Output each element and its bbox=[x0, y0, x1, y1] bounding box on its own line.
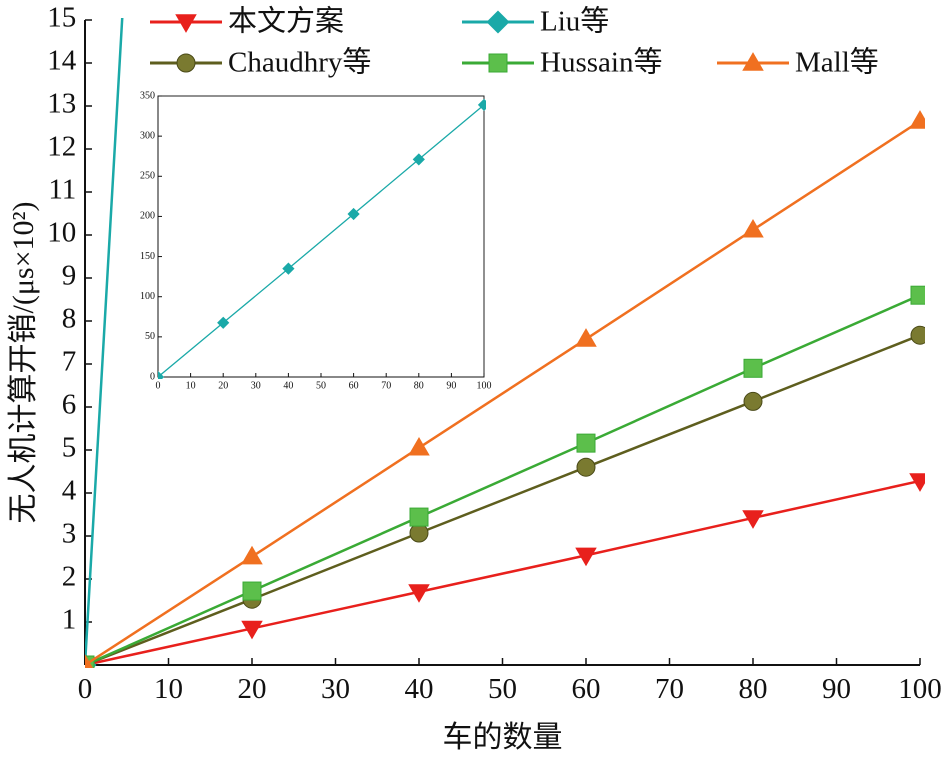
y-tick-label: 300 bbox=[140, 130, 155, 141]
x-tick-label: 80 bbox=[414, 380, 424, 391]
y-tick-label: 5 bbox=[62, 432, 77, 464]
x-tick-label: 10 bbox=[154, 673, 183, 705]
marker bbox=[408, 584, 430, 603]
y-axis-label: 无人机计算开销/(μs×10²) bbox=[7, 202, 40, 524]
y-tick-label: 2 bbox=[62, 561, 77, 593]
marker bbox=[743, 391, 763, 411]
y-tick-label: 250 bbox=[140, 171, 155, 182]
y-tick-label: 0 bbox=[150, 371, 155, 382]
x-tick-label: 90 bbox=[446, 380, 456, 391]
y-tick-label: 11 bbox=[48, 174, 76, 206]
series-line bbox=[85, 334, 921, 667]
marker bbox=[241, 545, 263, 565]
y-tick-label: 50 bbox=[145, 331, 155, 342]
marker bbox=[85, 654, 94, 668]
x-tick-label: 100 bbox=[477, 380, 492, 391]
series-line bbox=[85, 120, 921, 667]
y-tick-label: 15 bbox=[47, 2, 76, 34]
y-tick-label: 6 bbox=[62, 389, 77, 421]
y-tick-label: 10 bbox=[47, 217, 76, 249]
legend-marker bbox=[176, 53, 196, 73]
x-tick-label: 50 bbox=[488, 673, 517, 705]
marker bbox=[743, 358, 763, 378]
legend-marker bbox=[175, 14, 197, 33]
marker bbox=[910, 285, 925, 305]
y-tick-label: 150 bbox=[140, 251, 155, 262]
marker bbox=[282, 262, 295, 275]
x-tick-label: 50 bbox=[316, 380, 326, 391]
legend-marker bbox=[488, 53, 508, 73]
legend-marker bbox=[486, 10, 510, 34]
legend-label: Chaudhry等 bbox=[228, 46, 371, 79]
x-axis-label: 车的数量 bbox=[443, 721, 563, 754]
x-tick-label: 0 bbox=[78, 673, 93, 705]
y-tick-label: 200 bbox=[140, 211, 155, 222]
x-tick-label: 20 bbox=[238, 673, 267, 705]
x-tick-label: 60 bbox=[572, 673, 601, 705]
series-line bbox=[158, 104, 485, 378]
plot-area bbox=[85, 18, 925, 668]
x-tick-label: 30 bbox=[251, 380, 261, 391]
marker bbox=[477, 98, 486, 111]
x-tick-label: 60 bbox=[349, 380, 359, 391]
x-tick-label: 70 bbox=[381, 380, 391, 391]
marker bbox=[742, 510, 764, 529]
x-tick-label: 20 bbox=[218, 380, 228, 391]
y-tick-label: 9 bbox=[62, 260, 77, 292]
series-line bbox=[85, 479, 921, 667]
marker bbox=[409, 523, 429, 543]
y-tick-label: 350 bbox=[140, 90, 155, 101]
marker bbox=[576, 457, 596, 477]
plot-frame bbox=[157, 95, 485, 378]
marker bbox=[575, 547, 597, 567]
series-line bbox=[85, 294, 921, 667]
y-tick-label: 13 bbox=[47, 88, 76, 120]
legend-label: 本文方案 bbox=[228, 5, 344, 38]
marker bbox=[909, 473, 925, 492]
marker bbox=[217, 316, 230, 329]
y-tick-label: 12 bbox=[47, 131, 76, 163]
legend-marker bbox=[742, 52, 764, 71]
marker bbox=[909, 110, 925, 129]
marker bbox=[242, 581, 262, 601]
y-tick-label: 14 bbox=[47, 45, 77, 77]
marker bbox=[412, 153, 425, 166]
marker bbox=[241, 620, 263, 640]
x-tick-label: 70 bbox=[655, 673, 684, 705]
legend-label: Mall等 bbox=[795, 46, 879, 79]
marker bbox=[575, 328, 597, 347]
y-tick-label: 100 bbox=[140, 291, 155, 302]
marker bbox=[409, 507, 429, 527]
y-tick-label: 7 bbox=[62, 346, 77, 378]
y-tick-label: 4 bbox=[62, 475, 77, 507]
y-tick-label: 3 bbox=[62, 518, 77, 550]
marker bbox=[347, 207, 360, 221]
plot-area bbox=[158, 98, 486, 379]
marker bbox=[408, 436, 430, 456]
x-tick-label: 80 bbox=[739, 673, 768, 705]
x-tick-label: 100 bbox=[898, 673, 942, 705]
x-tick-label: 40 bbox=[283, 380, 293, 391]
x-tick-label: 0 bbox=[156, 380, 161, 391]
x-tick-label: 40 bbox=[405, 673, 434, 705]
x-tick-label: 10 bbox=[186, 380, 196, 391]
marker bbox=[158, 370, 165, 379]
marker bbox=[910, 325, 925, 345]
x-tick-label: 90 bbox=[822, 673, 851, 705]
marker bbox=[742, 218, 764, 238]
marker bbox=[576, 433, 596, 453]
x-tick-label: 30 bbox=[321, 673, 350, 705]
legend-label: Liu等 bbox=[540, 5, 609, 38]
y-tick-label: 1 bbox=[62, 604, 77, 636]
y-tick-label: 8 bbox=[62, 303, 77, 335]
legend-label: Hussain等 bbox=[540, 46, 662, 79]
